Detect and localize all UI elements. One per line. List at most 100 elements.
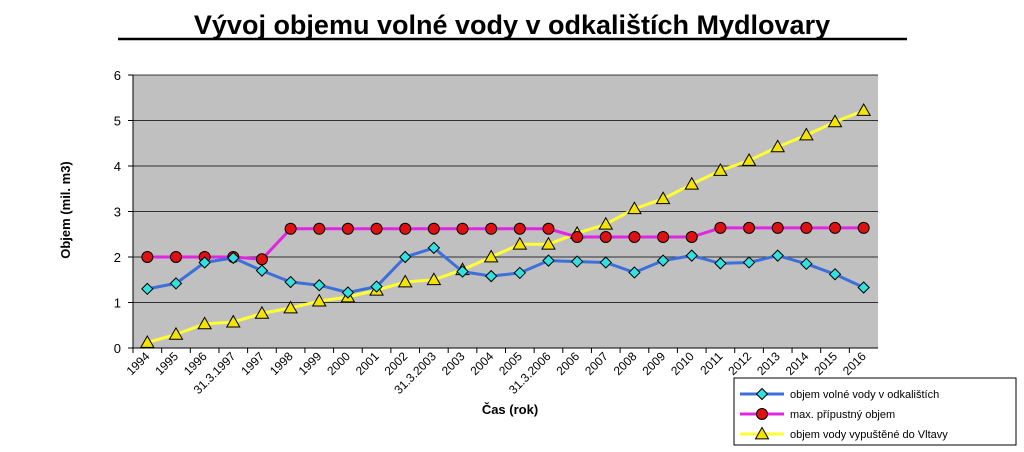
data-point-triangle — [754, 426, 770, 440]
x-tick-label: 1999 — [296, 349, 325, 378]
chart-title: Vývoj objemu volné vody v odkalištích My… — [194, 10, 830, 40]
data-point-diamond — [313, 279, 326, 292]
series-group — [139, 102, 872, 348]
data-point-diamond — [742, 256, 756, 269]
legend-label: objem volné vody v odkalištích — [790, 389, 939, 401]
data-point-circle — [169, 251, 182, 263]
x-tick-label: 2016 — [840, 349, 869, 378]
data-point-diamond — [198, 256, 211, 269]
data-point-triangle — [770, 139, 786, 153]
data-point-diamond — [169, 277, 183, 290]
data-point-circle — [657, 230, 670, 243]
x-tick-label: 1998 — [267, 349, 296, 378]
data-point-circle — [771, 221, 784, 234]
x-tick-label: 2008 — [611, 349, 640, 378]
data-point-circle — [800, 221, 813, 234]
data-point-circle — [141, 251, 154, 263]
y-tick-label: 2 — [114, 250, 121, 265]
x-axis-label: Čas (rok) — [482, 402, 538, 417]
data-point-diamond — [542, 254, 555, 267]
legend-entries: objem volné vody v odkalištích max. přípu… — [740, 387, 948, 441]
data-point-triangle — [713, 163, 728, 176]
data-point-diamond — [828, 268, 842, 281]
legend: objem volné vody v odkalištích max. přípu… — [733, 377, 1017, 446]
y-axis-label: Objem (mil. m3) — [58, 161, 73, 259]
data-point-triangle — [168, 326, 184, 340]
x-tick-label: 1995 — [152, 349, 181, 378]
data-point-triangle — [397, 274, 413, 288]
x-tick-label: 2011 — [697, 349, 725, 377]
data-point-triangle — [512, 236, 528, 250]
data-point-diamond — [399, 250, 412, 264]
data-point-diamond — [656, 254, 670, 267]
y-tick-label: 6 — [114, 68, 121, 83]
data-point-diamond — [685, 249, 698, 262]
data-point-diamond — [800, 257, 813, 271]
y-tick-label: 0 — [114, 341, 121, 356]
data-point-diamond — [456, 265, 469, 278]
x-tick-label: 2009 — [639, 349, 668, 378]
data-point-diamond — [227, 251, 240, 265]
data-point-triangle — [684, 176, 700, 190]
data-point-diamond — [370, 280, 383, 293]
data-point-diamond — [755, 387, 769, 401]
data-point-circle — [685, 230, 698, 243]
y-tick-labels: 0 1 2 3 4 5 6 — [114, 68, 121, 356]
x-tick-label: 2001 — [353, 349, 382, 378]
data-point-triangle — [856, 102, 872, 116]
data-point-circle — [743, 221, 756, 234]
data-point-triangle — [426, 272, 442, 286]
x-tick-label: 1994 — [124, 349, 153, 378]
x-tick-label: 2007 — [582, 349, 611, 378]
data-point-diamond — [427, 241, 441, 255]
x-tick-label: 2012 — [725, 349, 754, 378]
x-tick-label: 2000 — [324, 349, 353, 378]
data-point-triangle — [139, 335, 155, 348]
data-point-triangle — [197, 316, 212, 330]
data-point-diamond — [484, 269, 498, 283]
data-point-diamond — [284, 275, 297, 289]
data-point-diamond — [513, 266, 527, 280]
data-point-diamond — [857, 281, 870, 294]
data-point-circle — [542, 222, 555, 235]
data-point-triangle — [655, 191, 671, 205]
data-point-triangle — [741, 153, 757, 166]
data-point-circle — [341, 222, 354, 235]
data-point-circle — [485, 222, 498, 235]
x-tick-label: 2010 — [668, 349, 697, 378]
y-tick-label: 4 — [114, 159, 121, 174]
x-tick-label: 2013 — [754, 349, 783, 378]
data-point-circle — [313, 222, 326, 235]
x-tick-label: 2004 — [468, 349, 497, 378]
data-point-diamond — [255, 264, 269, 277]
data-point-diamond — [628, 266, 641, 279]
x-tick-label: 2003 — [439, 349, 468, 378]
data-point-diamond — [570, 255, 584, 268]
data-point-diamond — [141, 282, 154, 296]
data-point-circle — [399, 222, 412, 235]
data-point-triangle — [541, 236, 556, 250]
gridlines — [128, 74, 878, 353]
data-series — [139, 102, 872, 348]
data-point-triangle — [311, 293, 327, 307]
data-point-triangle — [225, 314, 241, 328]
y-tick-label: 3 — [114, 205, 121, 220]
data-point-diamond — [599, 256, 612, 269]
x-tick-label: 2006 — [553, 349, 582, 378]
series-group — [141, 221, 870, 266]
legend-label: max. přípustný objem — [790, 409, 895, 421]
data-point-circle — [628, 230, 641, 243]
data-point-circle — [370, 222, 383, 235]
data-point-triangle — [799, 127, 814, 141]
data-point-triangle — [283, 300, 298, 314]
x-tick-label: 2015 — [811, 349, 840, 378]
data-point-circle — [456, 222, 469, 235]
x-tick-label: 1997 — [238, 349, 267, 378]
data-point-diamond — [771, 249, 784, 262]
data-point-circle — [513, 222, 526, 235]
data-point-circle — [714, 221, 727, 234]
y-tick-label: 5 — [114, 114, 121, 129]
data-point-diamond — [714, 257, 727, 270]
data-point-circle — [284, 222, 297, 235]
